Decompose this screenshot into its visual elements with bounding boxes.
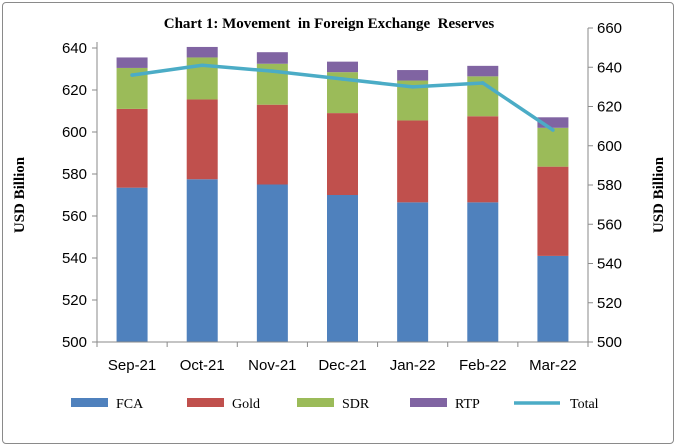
x-tick-label-jan-22: Jan-22: [390, 357, 436, 374]
y-tick-label-left-560: 560: [62, 208, 87, 225]
chart-title: Chart 1: Movement in Foreign Exchange Re…: [164, 16, 495, 32]
y-tick-label-left-500: 500: [62, 334, 87, 351]
bar-gold-sep-21: [116, 108, 148, 188]
y-tick-label-right-620: 620: [597, 99, 622, 116]
legend-label-rtp: RTP: [455, 397, 480, 412]
y-axis-label-right: USD Billion: [651, 156, 667, 233]
legend: FCA Gold SDR RTP Total: [71, 397, 599, 412]
legend-swatch-gold: [187, 398, 224, 407]
y-tick-label-left-600: 600: [62, 124, 87, 141]
total-point-feb-22: [480, 81, 485, 85]
total-point-sep-21: [130, 73, 134, 77]
y-tick-label-right-640: 640: [597, 59, 622, 76]
y-tick-label-right-520: 520: [597, 295, 622, 312]
bar-rtp-nov-21: [256, 52, 288, 64]
bar-sdr-mar-22: [537, 127, 569, 167]
legend-swatch-rtp: [410, 398, 447, 407]
bar-fca-oct-21: [186, 179, 218, 342]
bar-rtp-sep-21: [116, 57, 148, 68]
y-axis-label-left: USD Billion: [12, 156, 28, 233]
y-tick-label-right-560: 560: [597, 216, 622, 233]
bar-rtp-oct-21: [186, 46, 218, 58]
bar-gold-feb-22: [467, 116, 499, 203]
legend-label-fca: FCA: [116, 397, 144, 412]
legend-item-rtp: RTP: [410, 397, 480, 412]
bar-gold-dec-21: [327, 113, 358, 195]
y-tick-label-right-540: 540: [597, 256, 622, 273]
x-tick-label-dec-21: Dec-21: [318, 357, 366, 374]
total-point-oct-21: [200, 63, 205, 68]
total-point-jan-22: [410, 85, 415, 89]
legend-item-gold: Gold: [187, 397, 260, 412]
y-tick-label-left-640: 640: [62, 40, 87, 57]
x-tick-label-sep-21: Sep-21: [108, 357, 156, 374]
total-point-mar-22: [551, 128, 555, 132]
total-point-dec-21: [340, 77, 345, 81]
x-tick-label-nov-21: Nov-21: [248, 357, 296, 374]
y-tick-label-left-520: 520: [62, 292, 87, 309]
bar-gold-jan-22: [397, 120, 429, 203]
legend-swatch-fca: [71, 398, 108, 407]
legend-item-fca: FCA: [71, 397, 144, 412]
y-tick-label-right-600: 600: [597, 138, 622, 155]
y-tick-label-left-580: 580: [62, 166, 87, 183]
bar-gold-oct-21: [186, 99, 218, 180]
bar-gold-mar-22: [537, 166, 569, 256]
bar-fca-sep-21: [116, 187, 148, 342]
y-tick-label-right-500: 500: [597, 334, 622, 351]
y-tick-label-right-580: 580: [597, 177, 622, 194]
bar-fca-dec-21: [327, 195, 358, 342]
bar-fca-nov-21: [256, 184, 288, 342]
x-tick-label-oct-21: Oct-21: [180, 357, 225, 374]
y-tick-label-left-540: 540: [62, 250, 87, 267]
legend-label-gold: Gold: [232, 397, 260, 412]
bar-fca-feb-22: [467, 202, 499, 342]
bar-rtp-mar-22: [537, 117, 569, 128]
legend-label-total: Total: [570, 397, 599, 412]
legend-item-sdr: SDR: [297, 397, 370, 412]
bar-gold-nov-21: [256, 104, 288, 185]
plot-area: 500 520 540 560 580 600 620 640 500 520 540 560 580 6…: [62, 20, 622, 374]
bar-fca-jan-22: [397, 202, 429, 342]
y-tick-label-right-660: 660: [597, 20, 622, 37]
y-tick-label-left-620: 620: [62, 82, 87, 99]
legend-item-total: Total: [514, 397, 599, 412]
bar-fca-mar-22: [537, 255, 569, 342]
bar-rtp-feb-22: [467, 65, 499, 77]
legend-label-sdr: SDR: [342, 397, 370, 412]
bar-rtp-jan-22: [397, 70, 429, 81]
bar-rtp-dec-21: [327, 61, 358, 73]
x-tick-label-feb-22: Feb-22: [459, 357, 507, 374]
legend-swatch-sdr: [297, 398, 334, 407]
total-point-nov-21: [270, 69, 275, 73]
x-tick-label-mar-22: Mar-22: [529, 357, 577, 374]
